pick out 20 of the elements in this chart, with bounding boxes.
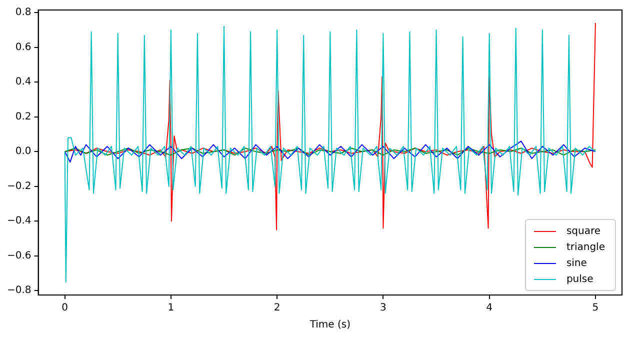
legend-label: square: [566, 226, 601, 236]
x-tick-label: 0: [62, 302, 68, 314]
y-tick-label: −0.2: [6, 180, 32, 192]
x-axis-title: Time (s): [308, 320, 351, 331]
y-tick-label: 0.8: [15, 7, 32, 18]
y-tick-label: 0.4: [15, 76, 32, 88]
y-tick-label: 0.0: [15, 146, 32, 158]
x-tick-label: 2: [274, 302, 280, 314]
x-tick-label: 1: [168, 302, 174, 314]
y-tick-label: −0.8: [6, 285, 32, 296]
legend-label: pulse: [566, 274, 594, 284]
legend-label: sine: [566, 258, 587, 268]
x-tick-label: 5: [592, 302, 599, 314]
x-tick-label: 3: [380, 302, 386, 314]
y-tick-label: 0.2: [15, 111, 32, 122]
y-tick-label: 0.6: [15, 42, 32, 53]
y-tick-label: −0.6: [6, 250, 32, 262]
x-tick-label: 4: [486, 302, 493, 314]
y-tick-label: −0.4: [6, 216, 32, 227]
legend-label: triangle: [566, 242, 605, 252]
